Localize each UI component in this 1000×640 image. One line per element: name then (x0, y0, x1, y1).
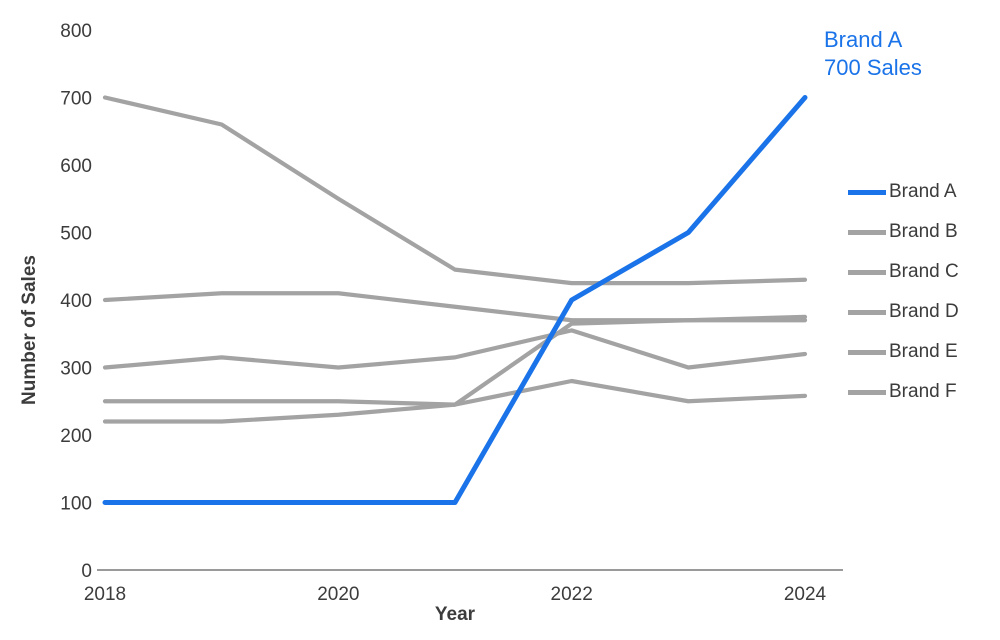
legend-swatch (848, 189, 886, 195)
legend-label: Brand B (889, 221, 958, 242)
annotation-line-2: 700 Sales (824, 55, 922, 80)
series-annotation: Brand A 700 Sales (824, 26, 922, 82)
legend-item: Brand D (848, 292, 959, 332)
y-axis-title: Number of Sales (19, 255, 40, 405)
legend-item: Brand C (848, 252, 959, 292)
y-tick-label: 400 (60, 291, 92, 312)
legend-swatch (848, 269, 886, 275)
x-tick-label: 2022 (551, 584, 593, 605)
legend-item: Brand F (848, 372, 959, 412)
legend-swatch (848, 349, 886, 355)
y-tick-label: 100 (60, 494, 92, 515)
series-line-brand-c (102, 291, 808, 323)
legend-label: Brand C (889, 261, 959, 282)
y-tick-label: 600 (60, 156, 92, 177)
legend-label: Brand D (889, 301, 959, 322)
y-tick-label: 700 (60, 89, 92, 110)
x-axis-title: Year (434, 604, 476, 625)
annotation-line-1: Brand A (824, 27, 903, 52)
x-tick-label: 2018 (84, 584, 126, 605)
y-tick-label: 500 (60, 224, 92, 245)
y-tick-label: 200 (60, 426, 92, 447)
legend-swatch (848, 229, 886, 235)
legend-label: Brand E (889, 341, 958, 362)
legend-item: Brand A (848, 172, 959, 212)
legend-label: Brand A (889, 181, 957, 202)
legend-item: Brand E (848, 332, 959, 372)
legend-swatch (848, 389, 886, 395)
x-tick-label: 2020 (317, 584, 359, 605)
series-line-brand-d (102, 328, 808, 370)
x-tick-label: 2024 (784, 584, 827, 605)
series-line-brand-a (102, 95, 808, 505)
legend-label: Brand F (889, 381, 957, 402)
legend-swatch (848, 309, 886, 315)
series-line-brand-b (102, 95, 808, 286)
y-tick-label: 300 (60, 359, 92, 380)
y-tick-label: 0 (81, 561, 92, 582)
legend-item: Brand B (848, 212, 959, 252)
legend: Brand A Brand B Brand C Brand D Brand E Brand… (848, 172, 959, 412)
y-tick-label: 800 (60, 21, 92, 42)
series-line-brand-e (102, 318, 808, 407)
